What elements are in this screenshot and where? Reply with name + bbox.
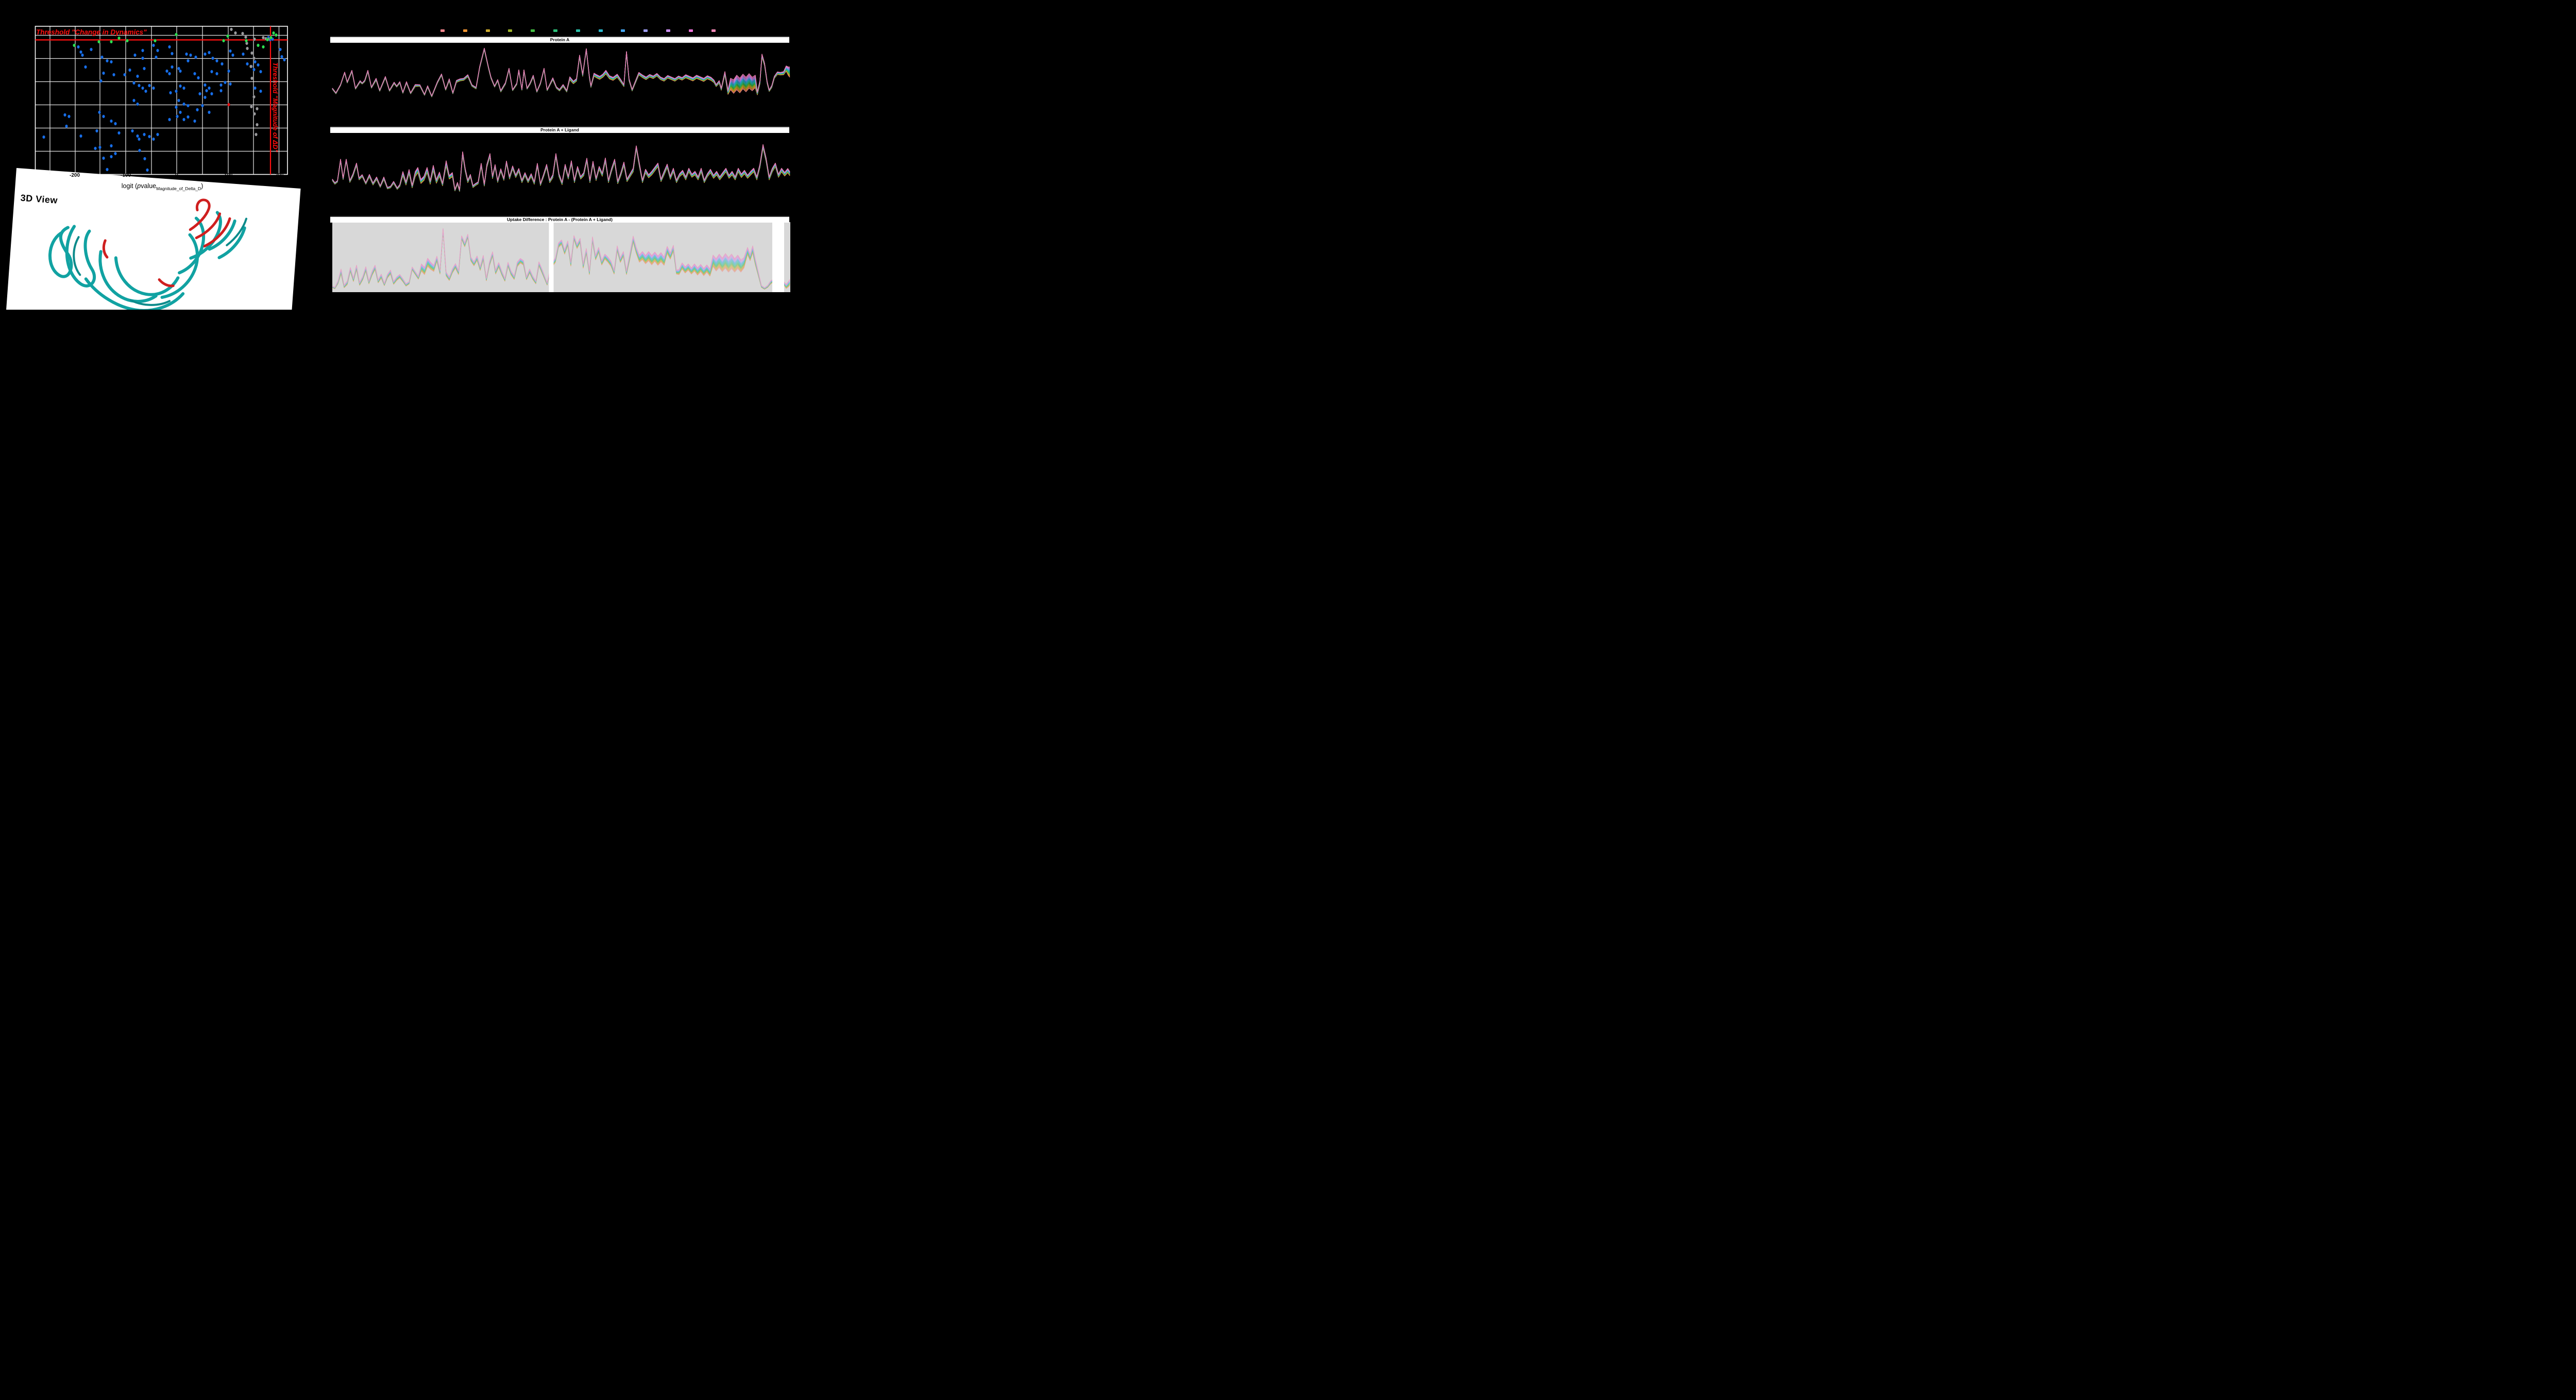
volcano-points-gray: [229, 27, 270, 137]
panel-title-uptake-difference: Uptake Difference : Protein A - (Protein…: [330, 216, 789, 223]
3d-view-panel[interactable]: 3D View: [5, 168, 301, 310]
legend-swatch-9: [621, 29, 625, 32]
x-tick--200: -200: [69, 173, 80, 178]
volcano-x-axis-title: logit (pvalueMagnitude_of_Delta_D): [121, 182, 204, 191]
difference-gap: [549, 222, 554, 292]
legend-swatch-13: [711, 29, 716, 32]
legend-swatch-2: [463, 29, 467, 32]
x-tick--100: -100: [120, 173, 131, 178]
x-tick-100: 100: [224, 173, 233, 178]
panel-title-protein-a: Protein A: [330, 36, 789, 43]
legend-swatch-11: [666, 29, 670, 32]
uptake-line-charts[interactable]: [0, 0, 808, 310]
legend-swatch-6: [553, 29, 557, 32]
difference-gap: [772, 222, 784, 292]
volcano-points-green: [73, 31, 278, 49]
volcano-points-red: [227, 103, 230, 107]
volcano-grid: [35, 26, 287, 175]
legend-swatch-3: [485, 29, 490, 32]
hdx-dashboard: 3D View: [0, 0, 808, 310]
lines-protein-a: [332, 47, 790, 97]
x-tick-200: 200: [275, 173, 284, 178]
panel-title-protein-a-ligand: Protein A + Ligand: [330, 126, 789, 133]
threshold-change-label: Threshold "Change in Dynamics": [36, 28, 147, 36]
x-tick-0: 0: [175, 173, 178, 178]
lines-protein-a-ligand: [332, 144, 790, 192]
lines-uptake-difference-protein-a-protein-a-ligand-: [332, 228, 790, 290]
threshold-magnitude-label: Threshold "Magnitude of ΔD": [272, 62, 279, 153]
legend-swatch-12: [688, 29, 693, 32]
legend-swatch-7: [575, 29, 580, 32]
volcano-plot[interactable]: [0, 0, 808, 310]
difference-bg-block: [784, 222, 790, 292]
legend-swatch-4: [508, 29, 513, 32]
legend-swatch-10: [643, 29, 648, 32]
volcano-points-blue: [42, 36, 286, 172]
legend-swatch-8: [598, 29, 603, 32]
protein-ribbon-icon: [48, 198, 248, 310]
legend-swatch-5: [531, 29, 535, 32]
legend-swatch-1: [440, 29, 445, 32]
